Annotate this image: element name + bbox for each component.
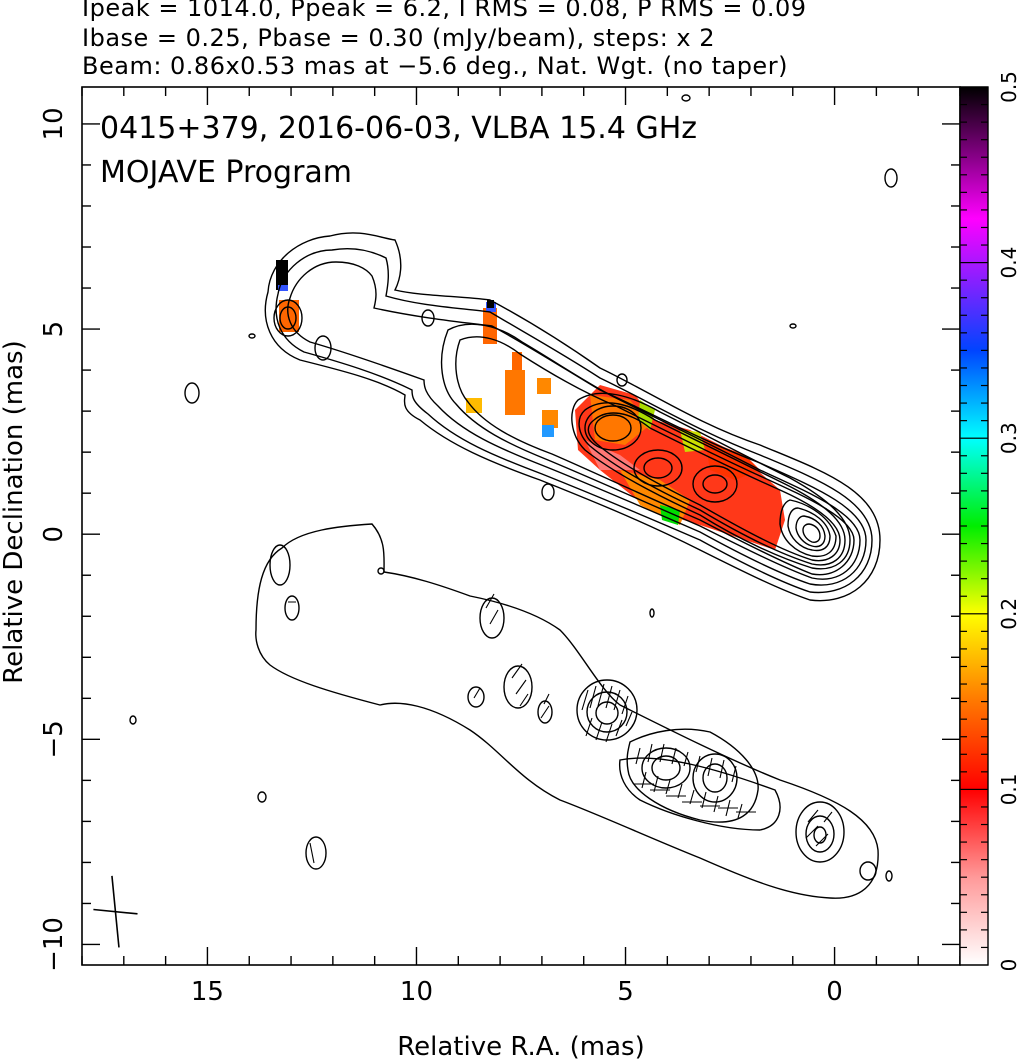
beam-cross <box>93 875 138 948</box>
header-line-2: Ibase = 0.25, Pbase = 0.30 (mJy/beam), s… <box>82 24 716 52</box>
polarized-intensity-contours <box>129 523 893 899</box>
colorbar-tick-label: 0.5 <box>997 71 1021 103</box>
y-tick-label: −5 <box>39 720 69 758</box>
polarization-color-layer <box>276 260 785 550</box>
colorbar-tick-label: 0.1 <box>997 773 1021 805</box>
plot-frame <box>81 86 961 966</box>
colorbar-tick-label: 0.3 <box>997 422 1021 454</box>
y-tick-label: 0 <box>39 526 69 543</box>
y-axis-label: Relative Declination (mas) <box>0 340 29 683</box>
x-tick-label: 0 <box>826 977 843 1007</box>
x-tick-label: 5 <box>617 977 634 1007</box>
colorbar-tick-label: 0 <box>997 959 1021 972</box>
x-tick-label: 15 <box>191 977 224 1007</box>
y-tick-label: 10 <box>39 107 69 140</box>
x-tick-label: 10 <box>400 977 433 1007</box>
y-tick-label: −10 <box>39 917 69 972</box>
y-tick-label: 5 <box>39 321 69 338</box>
header-line-3: Beam: 0.86x0.53 mas at −5.6 deg., Nat. W… <box>82 52 788 80</box>
total-intensity-contours <box>184 94 898 602</box>
x-axis-label: Relative R.A. (mas) <box>397 1032 644 1060</box>
colorbar-tick-label: 0.2 <box>997 598 1021 630</box>
map-title: 0415+379, 2016-06-03, VLBA 15.4 GHz <box>100 111 697 146</box>
evpa-vectors <box>288 593 833 864</box>
header-line-1: Ipeak = 1014.0, Ppeak = 6.2, I RMS = 0.0… <box>82 0 807 22</box>
plot-axes <box>81 86 961 966</box>
map-subtitle: MOJAVE Program <box>100 155 352 190</box>
colorbar <box>959 86 989 966</box>
colorbar-tick-label: 0.4 <box>997 247 1021 279</box>
beam-minor-axis <box>93 908 138 915</box>
